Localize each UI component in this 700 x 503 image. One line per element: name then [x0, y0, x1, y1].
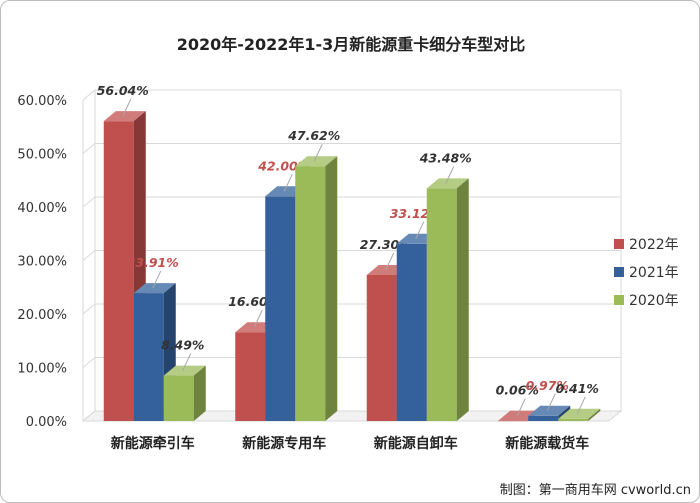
data-label: 8.49% — [161, 338, 204, 353]
bar-1-1-front — [265, 196, 296, 421]
bar-1-2-side — [325, 156, 338, 421]
legend-label-2022: 2022年 — [629, 237, 679, 253]
watermark: 制图：第一商用车网 cvworld.cn — [499, 483, 691, 498]
chart-title: 2020年-2022年1-3月新能源重卡细分车型对比 — [176, 35, 526, 54]
legend-item-2022: 2022年 — [614, 235, 679, 253]
gridline — [82, 143, 621, 154]
y-tick-label: 10.00% — [17, 362, 67, 377]
legend-swatch-2020 — [614, 295, 624, 305]
legend-swatch-2021 — [614, 267, 624, 277]
data-label-leader — [415, 221, 425, 240]
gridline — [82, 89, 621, 101]
data-label: 43.48% — [419, 150, 472, 165]
data-label: 23.91% — [127, 255, 179, 270]
bar-2-0-front — [366, 274, 397, 421]
legend-swatch-2022 — [614, 239, 624, 249]
bar-2-1-front — [396, 243, 427, 421]
y-tick-label: 0.00% — [26, 415, 67, 430]
bar-0-1-top — [133, 283, 176, 294]
data-label-leader — [283, 174, 293, 192]
legend-item-2020: 2020年 — [614, 291, 679, 309]
bar-1-2-front — [295, 166, 326, 421]
bar-0-0-front — [103, 121, 134, 421]
data-label: 56.04% — [97, 83, 149, 98]
bar-3-2-top — [558, 408, 601, 419]
data-label-leader — [516, 398, 526, 416]
data-label-leader — [546, 393, 556, 412]
bar-3-1-top — [528, 405, 571, 416]
data-label: 0.41% — [556, 381, 599, 396]
data-label-leader — [576, 396, 586, 415]
x-tick-label: 新能源专用车 — [242, 435, 326, 452]
bar-3-0-front — [498, 420, 529, 422]
bar-0-2-side — [193, 365, 206, 421]
y-tick-label: 60.00% — [17, 94, 67, 109]
data-label-leader — [385, 252, 395, 271]
y-tick-label: 50.00% — [17, 148, 67, 163]
bar-3-2-front — [558, 418, 589, 421]
y-tick-label: 30.00% — [17, 255, 67, 270]
bar-2-2-front — [426, 188, 457, 421]
bar-0-2-top — [163, 365, 206, 376]
bar-3-1-front — [528, 415, 559, 421]
data-label: 47.62% — [287, 128, 340, 143]
x-tick-label: 新能源自卸车 — [374, 435, 458, 452]
bar-0-1-front — [133, 293, 164, 421]
data-label-leader — [445, 166, 455, 184]
data-label-leader — [182, 353, 192, 371]
legend-label-2020: 2020年 — [629, 293, 679, 309]
bar-1-0-front — [235, 332, 266, 421]
legend-label-2021: 2021年 — [629, 265, 679, 281]
bar-0-0-top — [103, 111, 146, 122]
data-label-leader — [152, 270, 162, 289]
y-tick-label: 20.00% — [17, 308, 67, 323]
data-label-leader — [313, 144, 323, 162]
data-label-leader — [122, 98, 132, 117]
bar-3-2-side — [588, 408, 601, 421]
bar-0-2-front — [163, 375, 194, 421]
x-tick-label: 新能源牵引车 — [111, 435, 195, 452]
data-label-leader — [253, 309, 263, 328]
bar-2-2-top — [426, 178, 469, 189]
x-tick-label: 新能源载货车 — [505, 435, 589, 452]
legend-item-2021: 2021年 — [614, 263, 679, 281]
bar-1-2-top — [295, 156, 338, 167]
y-tick-label: 40.00% — [17, 201, 67, 216]
bar-2-2-side — [456, 178, 469, 421]
data-label: 0.06% — [496, 383, 539, 398]
data-label: 0.97% — [526, 378, 569, 393]
